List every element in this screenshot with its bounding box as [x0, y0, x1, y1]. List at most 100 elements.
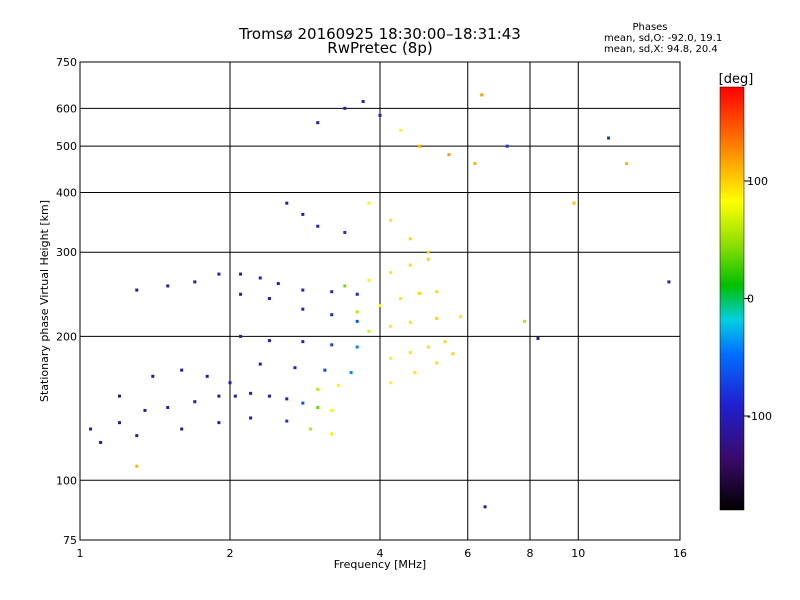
- data-point: [435, 290, 439, 294]
- data-point: [355, 310, 359, 314]
- data-point: [343, 230, 347, 234]
- data-point: [367, 329, 371, 333]
- chart-title: Tromsø 20160925 18:30:00–18:31:43: [239, 25, 521, 43]
- data-point: [408, 320, 412, 324]
- data-point: [267, 394, 271, 398]
- y-axis-label: Stationary phase Virtual Height [km]: [38, 200, 51, 402]
- grid-lines: [80, 62, 680, 540]
- data-point: [435, 316, 439, 320]
- data-point: [316, 121, 320, 125]
- data-point: [135, 434, 139, 438]
- data-point: [572, 201, 576, 205]
- data-point: [625, 161, 629, 165]
- colorbar-gradient: [719, 86, 745, 511]
- data-point: [301, 401, 305, 405]
- data-point: [293, 366, 297, 370]
- y-tick-label: 200: [56, 330, 77, 343]
- data-point: [217, 394, 221, 398]
- data-point: [301, 212, 305, 216]
- data-point: [239, 334, 243, 338]
- phases-heading: Phases: [632, 22, 668, 33]
- data-point: [301, 340, 305, 344]
- o-mode-stats: mean, sd,O: -92.0, 19.1: [604, 33, 723, 44]
- y-tick-label: 750: [56, 56, 77, 69]
- data-point: [330, 408, 334, 412]
- data-point: [135, 288, 139, 292]
- x-mode-stats: mean, sd,X: 94.8, 20.4: [604, 44, 718, 55]
- data-point: [316, 405, 320, 409]
- colorbar-label: [deg]: [719, 72, 754, 87]
- data-point: [417, 144, 421, 148]
- data-point: [301, 307, 305, 311]
- data-point: [408, 351, 412, 355]
- colorbar-tick-label: -100: [747, 410, 772, 423]
- data-point: [343, 106, 347, 110]
- y-tick-label: 600: [56, 102, 77, 115]
- data-point: [99, 440, 103, 444]
- data-point: [367, 278, 371, 282]
- data-point: [389, 381, 393, 385]
- data-point: [285, 397, 289, 401]
- data-point: [228, 381, 232, 385]
- data-point: [408, 237, 412, 241]
- data-point: [505, 144, 509, 148]
- colorbar-tick-label: 0: [747, 293, 754, 306]
- data-point: [336, 383, 340, 387]
- data-point: [267, 297, 271, 301]
- data-point: [233, 394, 237, 398]
- data-point: [316, 224, 320, 228]
- data-point: [389, 356, 393, 360]
- data-point: [426, 345, 430, 349]
- x-tick-label: 4: [377, 547, 384, 560]
- data-point: [267, 339, 271, 343]
- data-point: [426, 250, 430, 254]
- data-point: [217, 421, 221, 425]
- x-tick-label: 16: [673, 547, 687, 560]
- data-point: [355, 345, 359, 349]
- x-tick-label: 1: [77, 547, 84, 560]
- data-point: [193, 400, 197, 404]
- y-tick-label: 400: [56, 186, 77, 199]
- data-point: [180, 368, 184, 372]
- data-point: [330, 313, 334, 317]
- data-point: [451, 352, 455, 356]
- data-point: [205, 374, 209, 378]
- colorbar-ticks: 100 0 -100: [744, 175, 772, 423]
- data-point: [166, 405, 170, 409]
- data-point: [258, 362, 262, 366]
- data-point: [389, 271, 393, 275]
- data-point: [239, 292, 243, 296]
- data-point: [151, 374, 155, 378]
- data-point: [367, 201, 371, 205]
- data-point: [458, 315, 462, 319]
- data-point: [89, 427, 93, 431]
- data-point: [143, 408, 147, 412]
- data-point: [301, 288, 305, 292]
- data-point: [607, 136, 611, 140]
- y-tick-label: 100: [56, 474, 77, 487]
- data-point: [217, 272, 221, 276]
- data-point: [249, 391, 253, 395]
- data-point: [413, 371, 417, 375]
- colorbar: [deg] 100 0 -100: [719, 72, 772, 511]
- data-point: [285, 419, 289, 423]
- y-tick-label: 500: [56, 140, 77, 153]
- data-point: [355, 319, 359, 323]
- data-point: [523, 319, 527, 323]
- data-point: [361, 100, 365, 104]
- data-point: [316, 387, 320, 391]
- x-tick-label: 2: [227, 547, 234, 560]
- data-point: [258, 276, 262, 280]
- data-point: [447, 153, 451, 157]
- data-point: [443, 340, 447, 344]
- colorbar-tick-label: 100: [747, 175, 768, 188]
- data-point: [536, 336, 540, 340]
- data-point: [193, 280, 197, 284]
- data-point: [399, 297, 403, 301]
- x-tick-label: 8: [527, 547, 534, 560]
- data-point: [378, 113, 382, 117]
- data-point: [389, 324, 393, 328]
- data-point: [323, 368, 327, 372]
- data-point: [480, 93, 484, 97]
